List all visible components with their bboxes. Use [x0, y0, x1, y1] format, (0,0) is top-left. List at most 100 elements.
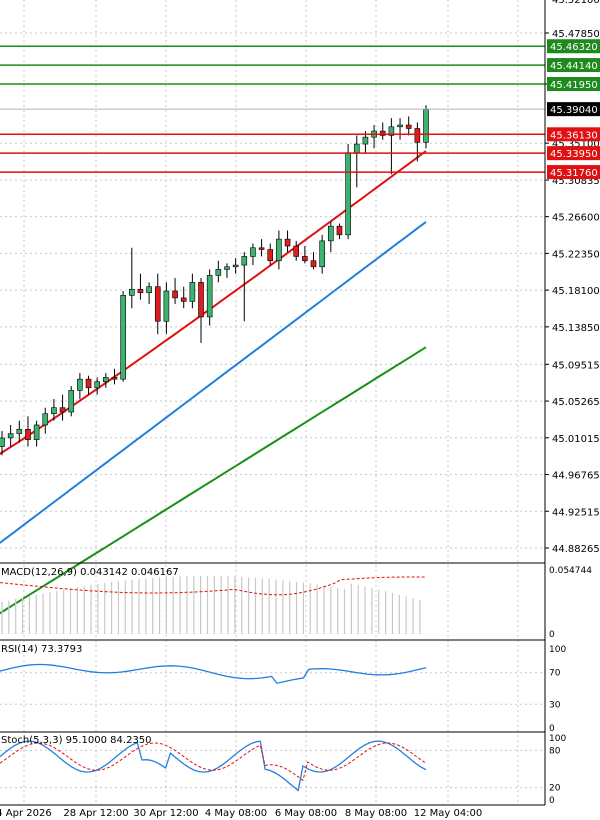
candle-body: [7, 433, 14, 439]
stoch-scale-label: 20: [549, 784, 561, 794]
candle-body: [42, 413, 49, 426]
candle-body: [276, 238, 282, 262]
level-price-label: 45.41950: [550, 80, 598, 91]
candle-body: [33, 424, 40, 440]
candle-body: [206, 275, 213, 318]
price-tick-label: 44.92515: [552, 507, 600, 518]
candle-body: [146, 286, 152, 294]
candle-body: [310, 260, 317, 268]
price-tick-label: 45.09515: [552, 360, 600, 371]
candle-body: [137, 288, 144, 294]
candle-body: [336, 225, 343, 236]
candle-body: [414, 128, 421, 143]
level-price-label: 45.33950: [550, 149, 598, 160]
price-tick-label: 45.13850: [552, 323, 600, 334]
macd-signal-line: [0, 576, 427, 596]
stoch-scale-label: 100: [549, 734, 566, 744]
candle-body: [128, 288, 135, 296]
candle-body: [0, 437, 5, 447]
rsi-scale-label: 0: [549, 724, 555, 734]
rsi-panel: [0, 663, 427, 684]
candle-body: [180, 297, 187, 302]
candle-body: [232, 264, 239, 268]
price-tick-label: 45.47850: [552, 29, 600, 40]
candle-body: [319, 240, 325, 268]
time-axis: 4 Apr 2026 28 Apr 12:00 30 Apr 12:00 4 May …: [0, 808, 482, 819]
candle-body: [362, 136, 369, 145]
price-tick-label: 45.18100: [552, 286, 600, 297]
level-price-box: [547, 39, 600, 54]
candle-body: [353, 143, 360, 154]
time-axis-label: 12 May 04:00: [414, 808, 483, 819]
level-price-box: [547, 165, 600, 180]
candle-body: [198, 282, 204, 318]
candle-body: [215, 269, 222, 276]
time-axis-label: 8 May 08:00: [345, 808, 407, 819]
candle-body: [120, 295, 126, 380]
candle-body: [154, 286, 161, 322]
candle-body: [94, 381, 100, 389]
price-scale: 45.47850 45.41950 45.35100 45.30835 45.26600…: [545, 0, 600, 806]
macd-label: MACD(12,26,9) 0.043142 0.046167: [1, 567, 179, 578]
level-price-label: 45.44140: [550, 61, 598, 72]
time-axis-label: 4 Apr 2026: [0, 808, 52, 819]
macd-scale-label: 0: [549, 630, 555, 640]
level-price-box: [547, 146, 600, 161]
candle-body: [293, 245, 300, 257]
level-price-box: [547, 58, 600, 73]
level-price-label: 45.31760: [550, 168, 598, 179]
stoch-panel: [0, 740, 427, 792]
candle-body: [77, 378, 83, 391]
candle-body: [284, 238, 291, 247]
current-price-label: 45.39040: [550, 105, 598, 116]
time-axis-label: 6 May 08:00: [275, 808, 337, 819]
price-tick-label: 45.22350: [552, 249, 600, 260]
macd-panel: [0, 576, 427, 634]
time-axis-label: 4 May 08:00: [205, 808, 267, 819]
candle-body: [16, 428, 23, 434]
candle-body: [250, 247, 256, 257]
candle-body: [241, 256, 248, 266]
price-tick-label: 45.35100: [552, 139, 600, 150]
current-price-box: [547, 102, 600, 117]
candle-body: [328, 225, 334, 242]
rsi-line: [0, 663, 427, 684]
candle-body: [345, 152, 351, 236]
level-price-box: [547, 127, 600, 142]
rsi-scale-label: 30: [549, 700, 561, 710]
candle-body: [388, 126, 395, 136]
macd-scale-label: 0.054744: [549, 566, 592, 576]
candle-body: [189, 282, 196, 302]
candle-body: [85, 378, 92, 389]
price-tick-label: 45.05265: [552, 397, 600, 408]
price-tick-label: 45.01015: [552, 434, 600, 445]
rsi-scale-label: 100: [549, 645, 566, 655]
candle-body: [224, 266, 230, 270]
candle-body: [379, 130, 386, 136]
candle-body: [51, 407, 57, 415]
rsi-label: RSI(14) 73.3793: [1, 644, 82, 655]
candle-body: [111, 377, 118, 380]
time-axis-label: 30 Apr 12:00: [133, 808, 198, 819]
price-tick-label: 44.96765: [552, 471, 600, 482]
stoch-d-line: [0, 742, 427, 782]
candle-body: [397, 124, 403, 128]
candle-body: [258, 247, 265, 250]
price-tick-label: 44.88265: [552, 544, 600, 555]
candle-body: [267, 249, 274, 262]
candle-body: [68, 390, 75, 413]
stoch-label: Stoch(5,3,3) 95.1000 84.2350: [1, 735, 152, 746]
moving-average-line: [0, 346, 427, 615]
level-price-label: 45.46320: [550, 42, 598, 53]
price-tick-label: 45.26600: [552, 213, 600, 224]
candle-body: [423, 109, 429, 143]
candle-body: [163, 290, 170, 322]
time-axis-label: 28 Apr 12:00: [63, 808, 128, 819]
price-tick-label: 45.30835: [552, 176, 600, 187]
candle-body: [103, 377, 109, 383]
candle-body: [405, 124, 412, 129]
rsi-scale-label: 70: [549, 669, 561, 679]
level-price-box: [547, 76, 600, 91]
